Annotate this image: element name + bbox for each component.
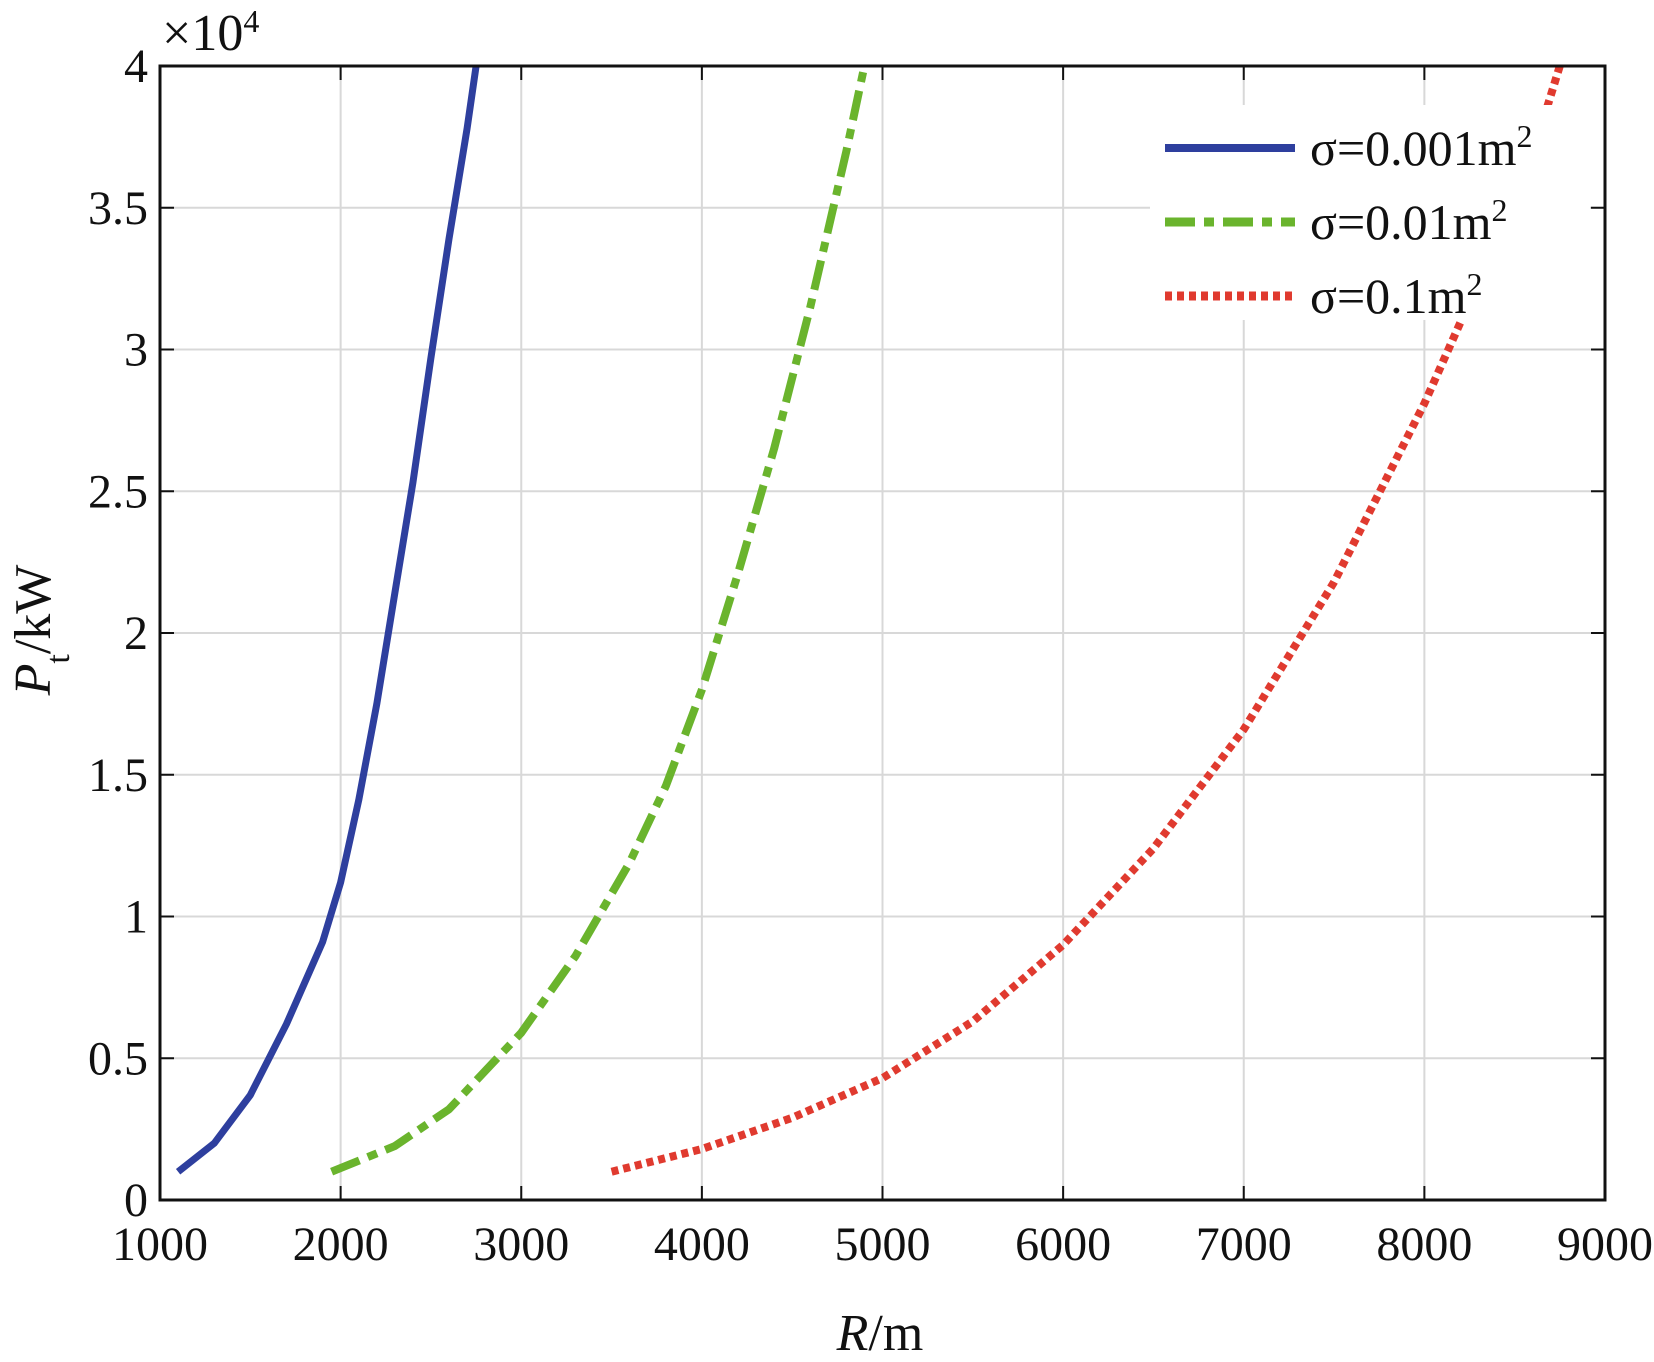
y-axis-multiplier-base: ×10 [162,5,243,62]
x-axis-label-var: R [836,1305,869,1362]
y-tick-label: 4 [124,40,148,93]
x-tick-label: 2000 [293,1218,389,1271]
y-axis-label: Pt/kW [5,565,77,697]
legend-label-0: σ=0.001m2 [1310,118,1533,176]
y-tick-label: 2.5 [88,465,148,518]
x-tick-label: 4000 [654,1218,750,1271]
tick-labels: 1000 2000 3000 4000 5000 6000 7000 8000 9000 0 0.5… [88,40,1653,1271]
x-axis-label: R/m [836,1305,924,1362]
y-tick-label: 2 [124,607,148,660]
x-axis-label-unit: /m [868,1305,923,1362]
x-tick-label: 8000 [1376,1218,1472,1271]
y-axis-label-var: P [5,664,62,697]
y-tick-label: 3 [124,324,148,377]
y-tick-label: 1.5 [88,749,148,802]
y-tick-label: 3.5 [88,182,148,235]
y-axis-multiplier-exp: 4 [243,3,259,39]
y-tick-label: 1 [124,891,148,944]
y-axis-label-unit: /kW [5,565,62,655]
x-tick-label: 3000 [473,1218,569,1271]
y-tick-label: 0.5 [88,1032,148,1085]
y-axis-label-sub: t [40,654,77,664]
legend-label-2: σ=0.1m2 [1310,266,1483,324]
legend-label-1: σ=0.01m2 [1310,192,1508,250]
y-axis-multiplier: ×104 [162,3,259,62]
x-tick-label: 1000 [112,1218,208,1271]
x-tick-label: 5000 [835,1218,931,1271]
series-line-0 [175,65,480,1175]
y-tick-label: 0 [124,1174,148,1227]
legend-background [1150,105,1590,320]
x-tick-label: 6000 [1015,1218,1111,1271]
series-line-1 [330,65,869,1176]
x-tick-label: 7000 [1196,1218,1292,1271]
legend: σ=0.001m2 σ=0.01m2 σ=0.1m2 [1150,105,1590,324]
x-tick-label: 9000 [1557,1218,1653,1271]
